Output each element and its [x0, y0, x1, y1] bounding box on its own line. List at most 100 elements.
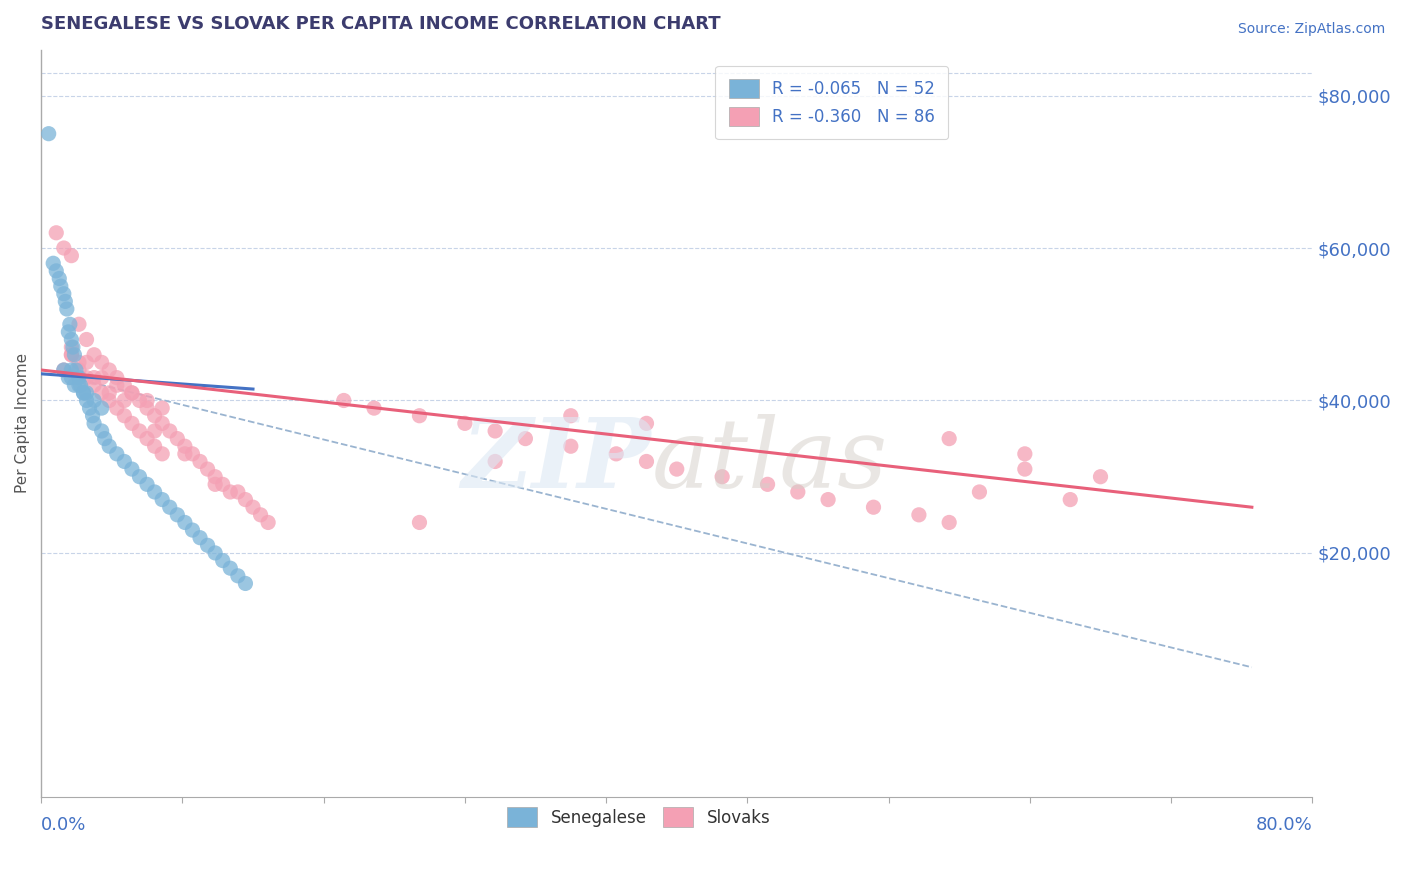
Point — [1014, 462, 1036, 476]
Point — [226, 485, 249, 500]
Point — [862, 500, 884, 515]
Point — [817, 492, 839, 507]
Point — [484, 454, 506, 468]
Point — [83, 348, 105, 362]
Point — [143, 439, 166, 453]
Point — [121, 462, 143, 476]
Point — [83, 378, 105, 392]
Point — [60, 340, 83, 354]
Point — [173, 447, 195, 461]
Point — [197, 462, 219, 476]
Point — [249, 508, 271, 522]
Point — [121, 385, 143, 400]
Point — [60, 370, 83, 384]
Point — [211, 553, 233, 567]
Point — [605, 447, 627, 461]
Point — [938, 516, 960, 530]
Point — [204, 546, 226, 560]
Point — [76, 385, 98, 400]
Point — [908, 508, 931, 522]
Point — [560, 409, 582, 423]
Point — [72, 385, 94, 400]
Point — [76, 333, 98, 347]
Point — [150, 401, 173, 416]
Point — [69, 378, 91, 392]
Point — [211, 477, 233, 491]
Point — [969, 485, 991, 500]
Point — [333, 393, 356, 408]
Point — [83, 393, 105, 408]
Point — [136, 432, 159, 446]
Point — [98, 363, 121, 377]
Point — [121, 417, 143, 431]
Point — [76, 370, 98, 384]
Point — [515, 432, 537, 446]
Point — [49, 279, 72, 293]
Text: 80.0%: 80.0% — [1256, 816, 1312, 834]
Point — [786, 485, 808, 500]
Point — [454, 417, 477, 431]
Point — [76, 355, 98, 369]
Point — [83, 417, 105, 431]
Text: 0.0%: 0.0% — [41, 816, 87, 834]
Point — [67, 378, 90, 392]
Point — [143, 485, 166, 500]
Point — [166, 508, 188, 522]
Point — [63, 378, 86, 392]
Point — [128, 469, 150, 483]
Point — [143, 424, 166, 438]
Point — [98, 393, 121, 408]
Point — [166, 432, 188, 446]
Point — [235, 492, 257, 507]
Point — [112, 409, 135, 423]
Point — [1014, 447, 1036, 461]
Point — [112, 393, 135, 408]
Text: Source: ZipAtlas.com: Source: ZipAtlas.com — [1237, 22, 1385, 37]
Point — [105, 378, 128, 392]
Point — [60, 333, 83, 347]
Point — [143, 409, 166, 423]
Point — [197, 538, 219, 552]
Point — [112, 454, 135, 468]
Point — [58, 325, 80, 339]
Point — [484, 424, 506, 438]
Text: SENEGALESE VS SLOVAK PER CAPITA INCOME CORRELATION CHART: SENEGALESE VS SLOVAK PER CAPITA INCOME C… — [41, 15, 721, 33]
Point — [52, 363, 75, 377]
Point — [90, 401, 112, 416]
Point — [53, 294, 76, 309]
Point — [67, 355, 90, 369]
Point — [121, 385, 143, 400]
Point — [136, 401, 159, 416]
Point — [235, 576, 257, 591]
Y-axis label: Per Capita Income: Per Capita Income — [15, 353, 30, 493]
Point — [60, 348, 83, 362]
Point — [636, 417, 658, 431]
Point — [938, 432, 960, 446]
Point — [93, 432, 115, 446]
Point — [136, 477, 159, 491]
Point — [204, 469, 226, 483]
Point — [219, 485, 242, 500]
Point — [60, 348, 83, 362]
Point — [159, 500, 181, 515]
Point — [204, 477, 226, 491]
Point — [60, 363, 83, 377]
Point — [188, 454, 211, 468]
Point — [159, 424, 181, 438]
Point — [112, 378, 135, 392]
Point — [67, 370, 90, 384]
Point — [90, 424, 112, 438]
Point — [408, 409, 430, 423]
Point — [48, 271, 70, 285]
Text: atlas: atlas — [651, 414, 887, 508]
Point — [58, 370, 80, 384]
Point — [105, 401, 128, 416]
Point — [76, 393, 98, 408]
Point — [63, 348, 86, 362]
Point — [363, 401, 385, 416]
Point — [60, 249, 83, 263]
Point — [45, 264, 67, 278]
Point — [756, 477, 779, 491]
Point — [173, 516, 195, 530]
Text: ZIP: ZIP — [461, 414, 651, 508]
